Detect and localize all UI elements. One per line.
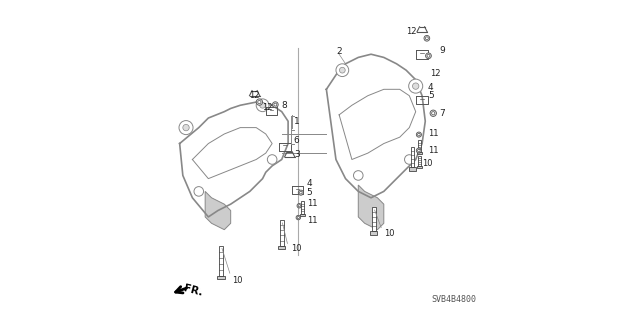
Text: 7: 7: [440, 109, 445, 118]
Circle shape: [426, 37, 428, 40]
Circle shape: [424, 35, 429, 41]
Text: FR.: FR.: [182, 284, 204, 298]
Text: 11: 11: [428, 146, 438, 155]
Text: 6: 6: [294, 137, 300, 145]
Text: 4: 4: [428, 83, 433, 92]
Circle shape: [417, 132, 422, 137]
Circle shape: [409, 79, 422, 93]
Circle shape: [339, 67, 345, 73]
Text: 11: 11: [428, 130, 438, 138]
Circle shape: [300, 191, 302, 194]
Text: 5: 5: [428, 91, 433, 100]
Circle shape: [430, 110, 436, 116]
Bar: [278, 246, 285, 249]
Circle shape: [274, 103, 276, 106]
Text: 12: 12: [406, 27, 417, 36]
Circle shape: [431, 112, 435, 115]
Circle shape: [336, 64, 349, 77]
Circle shape: [417, 148, 422, 153]
Circle shape: [256, 99, 262, 105]
Circle shape: [194, 187, 204, 196]
Circle shape: [183, 124, 189, 131]
Circle shape: [260, 102, 266, 108]
Circle shape: [404, 155, 414, 164]
Circle shape: [413, 83, 419, 89]
Bar: [418, 156, 421, 166]
Bar: [219, 246, 223, 276]
Text: 4: 4: [307, 179, 312, 188]
Circle shape: [256, 99, 269, 112]
Text: 12: 12: [250, 91, 260, 100]
Circle shape: [179, 121, 193, 135]
Text: 8: 8: [282, 101, 287, 110]
Polygon shape: [205, 191, 230, 230]
Circle shape: [258, 100, 261, 104]
Text: 5: 5: [307, 188, 312, 197]
Bar: [370, 231, 378, 234]
Circle shape: [268, 155, 277, 164]
Bar: [418, 140, 421, 152]
Circle shape: [298, 190, 303, 195]
Text: 2: 2: [337, 47, 342, 56]
Circle shape: [296, 215, 301, 220]
Text: 12: 12: [262, 103, 272, 112]
Circle shape: [298, 205, 300, 207]
Bar: [409, 167, 416, 171]
Text: 10: 10: [232, 276, 243, 285]
Circle shape: [297, 204, 301, 208]
Bar: [301, 201, 304, 214]
Text: 9: 9: [440, 46, 445, 55]
Bar: [411, 147, 415, 167]
Text: 10: 10: [385, 229, 395, 238]
Bar: [417, 166, 422, 168]
Bar: [218, 276, 225, 279]
Text: 3: 3: [294, 150, 300, 159]
Text: 11: 11: [307, 216, 317, 225]
Text: 1: 1: [294, 117, 300, 126]
Circle shape: [418, 149, 420, 152]
Bar: [280, 220, 284, 246]
Text: 12: 12: [430, 69, 440, 78]
Circle shape: [273, 102, 278, 108]
Text: SVB4B4800: SVB4B4800: [431, 295, 476, 304]
Circle shape: [353, 171, 363, 180]
Polygon shape: [358, 185, 384, 230]
Text: 10: 10: [422, 160, 433, 168]
Circle shape: [418, 133, 420, 136]
Circle shape: [297, 216, 300, 219]
Bar: [300, 214, 305, 216]
Text: 11: 11: [307, 199, 317, 208]
Bar: [371, 207, 376, 231]
Circle shape: [427, 54, 430, 57]
Bar: [417, 152, 422, 154]
Circle shape: [426, 53, 431, 59]
Text: 10: 10: [291, 244, 301, 253]
